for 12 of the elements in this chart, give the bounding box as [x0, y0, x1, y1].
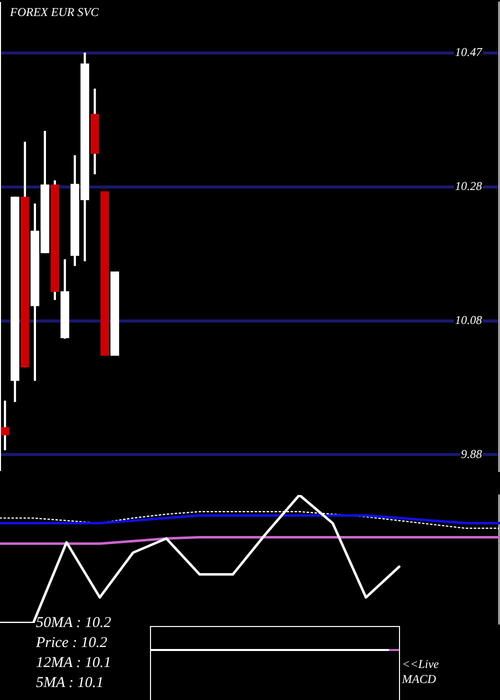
annotation: 50MA : 10.2	[36, 614, 112, 633]
text: 5MA : 10.1	[36, 674, 105, 693]
candlestick	[110, 272, 120, 356]
y-tick-label: 10.28	[455, 179, 482, 194]
text: Price : 10.2	[36, 634, 108, 653]
y-tick-label: 10.47	[455, 45, 483, 60]
candlestick	[100, 191, 110, 356]
chart-title: FOREX EUR SVC	[10, 5, 99, 20]
y-tick-label: 9.88	[461, 446, 482, 461]
text: <<Live MACD	[402, 657, 440, 687]
y-tick-label: 10.08	[455, 312, 482, 327]
text: 12MA : 10.1	[36, 654, 112, 673]
